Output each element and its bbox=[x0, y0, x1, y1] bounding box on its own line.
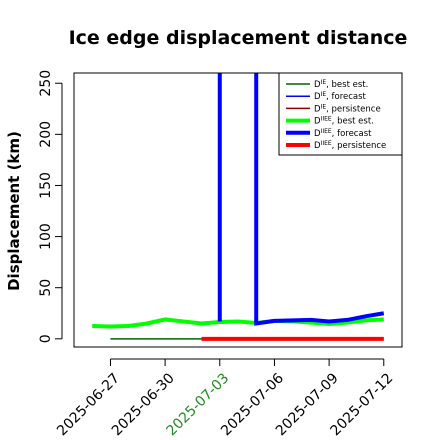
y-tick-label: 150 bbox=[38, 172, 54, 199]
y-tick-label: 0 bbox=[38, 334, 54, 343]
x-axis: 2025-06-272025-06-302025-07-032025-07-06… bbox=[54, 358, 396, 439]
y-axis-label: Displacement (km) bbox=[5, 131, 23, 291]
series-line-4 bbox=[217, 73, 385, 326]
series-layer bbox=[92, 73, 385, 341]
y-tick-label: 200 bbox=[38, 121, 54, 148]
legend-entry: DIIEE, persistence bbox=[314, 140, 386, 151]
legend-box bbox=[278, 72, 403, 156]
legend-entry: DIIEE, best est. bbox=[314, 116, 374, 127]
series-line-3 bbox=[92, 317, 384, 329]
chart-title: Ice edge displacement distance bbox=[69, 27, 408, 49]
legend-entry: DIE, forecast bbox=[314, 91, 367, 102]
legend-entry: DIIEE, forecast bbox=[314, 128, 372, 139]
y-tick-label: 50 bbox=[38, 279, 54, 297]
y-tick-label: 100 bbox=[38, 223, 54, 250]
plot-frame bbox=[73, 72, 403, 348]
y-axis: 0 50 100 150 200 250 bbox=[38, 70, 63, 343]
y-tick-label: 250 bbox=[38, 70, 54, 97]
legend-entry: DIE, best est. bbox=[314, 79, 368, 90]
legend-entry: DIE, persistence bbox=[314, 103, 381, 114]
